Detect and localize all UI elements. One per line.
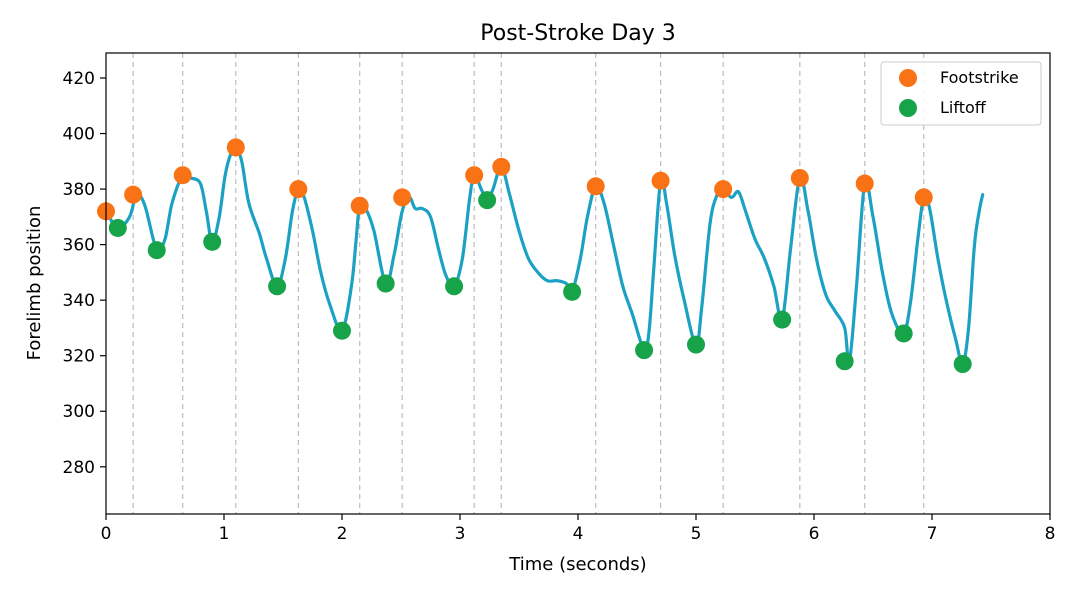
liftoff-point-1: [147, 241, 166, 260]
footstrike-point-1: [124, 185, 143, 204]
liftoff-point-5: [376, 274, 395, 293]
x-tick-label-6: 6: [809, 524, 820, 544]
y-tick-label-360: 360: [63, 236, 95, 256]
liftoff-point-10: [687, 335, 705, 354]
vlines-layer: [132, 53, 925, 514]
trace-layer: [104, 145, 985, 366]
x-tick-label-0: 0: [101, 524, 112, 544]
forelimb-trace-line: [104, 145, 985, 366]
legend-marker-footstrike: [899, 69, 917, 87]
x-tick-label-7: 7: [927, 524, 938, 544]
x-tick-label-4: 4: [573, 524, 584, 544]
liftoff-point-4: [333, 321, 351, 340]
y-axis: 280 300 320 340 360 380 400 420: [63, 69, 106, 478]
legend-box: [880, 61, 1042, 126]
footstrike-point-6: [393, 188, 412, 207]
liftoff-point-12: [835, 352, 854, 371]
liftoff-point-13: [894, 324, 913, 343]
footstrike-point-10: [651, 171, 670, 190]
y-tick-label-380: 380: [63, 180, 95, 200]
x-tick-label-5: 5: [691, 524, 702, 544]
legend-marker-liftoff: [899, 99, 917, 117]
liftoff-point-8: [563, 282, 582, 301]
footstrike-point-5: [350, 196, 369, 215]
footstrike-point-11: [714, 180, 733, 199]
y-tick-label-280: 280: [63, 458, 95, 478]
y-tick-label-320: 320: [63, 347, 95, 367]
x-axis-label: Time (seconds): [508, 554, 646, 575]
liftoff-point-9: [635, 341, 654, 360]
y-tick-label-340: 340: [63, 291, 95, 311]
x-axis: 0 1 2 3 4 5 6 7 8: [101, 514, 1056, 544]
liftoff-point-14: [953, 355, 972, 374]
legend-label-footstrike: Footstrike: [940, 68, 1019, 87]
liftoff-point-0: [108, 218, 127, 237]
footstrike-point-8: [492, 157, 511, 176]
chart-title: Post-Stroke Day 3: [480, 21, 676, 46]
liftoff-point-11: [773, 310, 792, 329]
footstrike-point-4: [289, 180, 308, 199]
y-tick-label-420: 420: [63, 69, 95, 89]
footstrike-point-14: [914, 188, 933, 207]
liftoff-point-7: [478, 191, 497, 210]
liftoff-point-6: [445, 277, 464, 296]
x-tick-label-8: 8: [1045, 524, 1056, 544]
x-tick-label-1: 1: [219, 524, 230, 544]
liftoff-point-2: [203, 232, 222, 251]
markers-layer: [97, 138, 972, 374]
x-tick-label-3: 3: [455, 524, 466, 544]
y-axis-label: Forelimb position: [24, 206, 45, 361]
footstrike-point-3: [226, 138, 245, 157]
footstrike-point-13: [855, 174, 874, 193]
legend: Footstrike Liftoff: [880, 61, 1042, 126]
y-tick-label-400: 400: [63, 125, 95, 145]
footstrike-point-12: [790, 168, 809, 187]
x-tick-label-2: 2: [337, 524, 348, 544]
footstrike-point-2: [173, 166, 192, 185]
liftoff-point-3: [268, 277, 287, 296]
footstrike-point-7: [465, 166, 484, 185]
y-tick-label-300: 300: [63, 402, 95, 422]
footstrike-point-9: [586, 177, 605, 196]
legend-label-liftoff: Liftoff: [940, 98, 987, 117]
